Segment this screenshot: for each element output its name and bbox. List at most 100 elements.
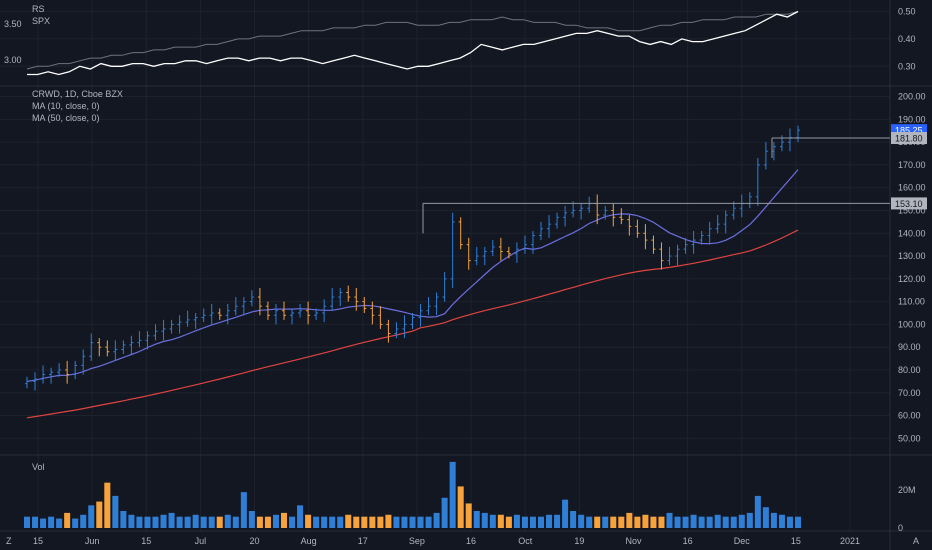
volume-bar [256, 516, 263, 528]
ohlc-bar [643, 224, 648, 250]
spx-legend-label: SPX [32, 16, 50, 26]
time-axis-tick-label: 15 [33, 536, 43, 546]
ohlc-bar [145, 331, 150, 350]
volume-bar [144, 516, 151, 528]
axes: 200.00190.00180.00170.00160.00150.00140.… [4, 6, 927, 546]
ohlc-bar [723, 210, 728, 234]
ohlc-bar [434, 292, 439, 316]
rs-legend-label: RS [32, 4, 45, 14]
ohlc-bar [547, 215, 552, 238]
time-axis-tick-label: Jun [85, 536, 100, 546]
ohlc-bar [290, 308, 295, 325]
volume-bar [762, 507, 769, 528]
price-axis-tick-label: 50.00 [898, 433, 921, 443]
volume-bar [586, 516, 593, 528]
volume-bar [104, 482, 111, 528]
volume-bar [546, 514, 553, 528]
volume-bar [497, 514, 504, 528]
time-axis-tick-label: Dec [734, 536, 751, 546]
ohlc-bar [33, 372, 38, 391]
ohlc-bar [129, 335, 134, 355]
auto-scale-button[interactable]: A [913, 536, 919, 546]
ohlc-bar [691, 230, 696, 254]
ohlc-bar [514, 242, 519, 263]
volume-bar [505, 516, 512, 528]
time-axis-tick-label: 15 [791, 536, 801, 546]
volume-legend-label[interactable]: Vol [32, 462, 45, 472]
volume-bar [722, 516, 729, 528]
volume-bar [361, 516, 368, 528]
time-axis-tick-label: Jul [195, 536, 207, 546]
volume-bar [714, 514, 721, 528]
ohlc-bar [442, 272, 447, 302]
ohlc-bar [137, 331, 142, 348]
volume-bar [88, 505, 95, 528]
ohlc-bar [418, 303, 423, 327]
ohlc-bar [201, 308, 206, 323]
volume-bar [537, 516, 545, 528]
volume-bar [529, 516, 536, 528]
rs-axis-tick-label: 0.30 [898, 61, 916, 71]
volume-bar [578, 514, 585, 528]
volume-bar [353, 516, 360, 528]
volume-bar [377, 516, 384, 528]
price-pane [25, 125, 890, 419]
ma-fast-legend-label[interactable]: MA (10, close, 0) [32, 101, 100, 111]
ohlc-bar [241, 297, 246, 316]
ohlc-bar [627, 215, 632, 236]
ohlc-bar [571, 201, 576, 218]
zoom-reset-button[interactable]: Z [6, 536, 12, 546]
volume-bar [176, 516, 183, 528]
volume-bar [610, 516, 617, 528]
ohlc-bar [579, 203, 584, 220]
volume-bar [425, 516, 432, 528]
ohlc-bar [49, 367, 54, 384]
ohlc-bar [249, 290, 254, 307]
volume-bar [345, 514, 352, 528]
volume-bar [449, 461, 456, 528]
time-axis-tick-label: 19 [574, 536, 584, 546]
volume-bar [786, 516, 793, 528]
ohlc-bar [635, 219, 640, 238]
volume-bar [417, 516, 424, 528]
price-axis-tick-label: 200.00 [898, 92, 926, 102]
volume-bar [465, 503, 472, 528]
symbol-legend-label[interactable]: CRWD, 1D, Cboe BZX [32, 89, 123, 99]
volume-bar [240, 492, 247, 528]
spx-line [26, 11, 799, 70]
ohlc-bar [346, 285, 351, 302]
ma-slow-legend-label[interactable]: MA (50, close, 0) [32, 113, 100, 123]
volume-bar [682, 516, 689, 528]
time-axis-tick-label: 16 [466, 536, 476, 546]
volume-bar [152, 516, 159, 528]
ohlc-bar [121, 340, 126, 355]
volume-bar [64, 512, 71, 528]
volume-bar [40, 518, 47, 528]
ohlc-bar [113, 340, 118, 361]
high-level-tag: 181.80 [891, 132, 927, 145]
ohlc-bar [563, 205, 568, 227]
ohlc-bar [97, 338, 102, 357]
price-axis-tick-label: 190.00 [898, 114, 926, 124]
volume-bar [208, 516, 215, 528]
ohlc-bar [338, 287, 343, 307]
volume-bar [305, 514, 312, 528]
volume-bar [337, 516, 344, 528]
ohlc-bar [161, 319, 166, 341]
price-axis-tick-label: 80.00 [898, 365, 921, 375]
volume-bar [754, 495, 761, 528]
volume-bar [473, 511, 480, 528]
time-axis-tick-label: 17 [358, 536, 368, 546]
ohlc-bar [25, 376, 29, 389]
ohlc-bar [105, 340, 110, 357]
ohlc-bar [683, 237, 688, 254]
ohlc-bar [707, 221, 712, 245]
ohlc-bar [57, 363, 62, 377]
price-axis-tick-label: 110.00 [898, 297, 925, 307]
ohlc-bar [763, 142, 768, 170]
time-axis-tick-label: Aug [301, 536, 317, 546]
time-axis-tick-label: 20 [250, 536, 260, 546]
volume-bar [297, 505, 304, 528]
time-axis-tick-label: Nov [625, 536, 642, 546]
